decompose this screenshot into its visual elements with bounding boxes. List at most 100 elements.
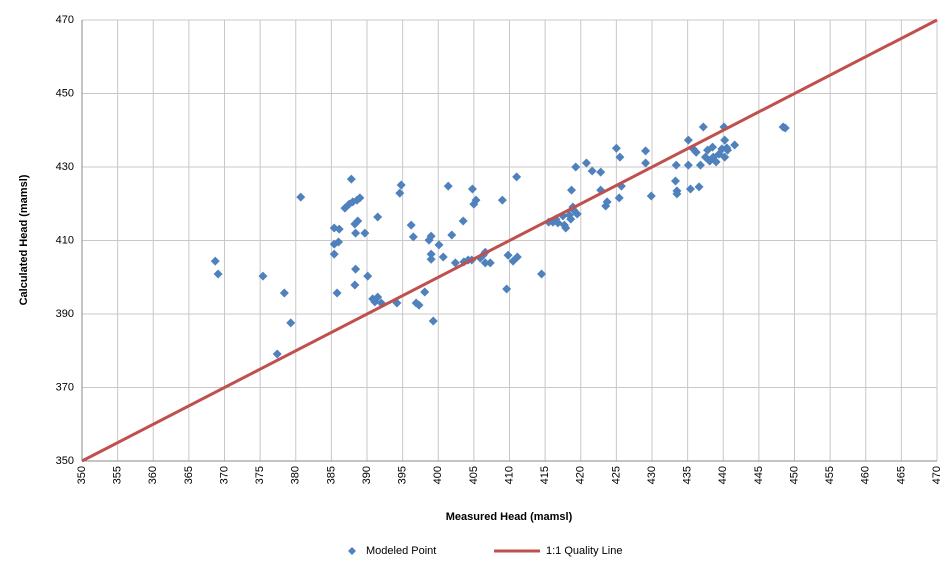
y-tick-label: 450 <box>56 87 74 99</box>
data-point <box>641 146 651 156</box>
data-point <box>566 214 576 224</box>
data-point <box>360 228 370 238</box>
x-tick-label: 400 <box>432 466 444 484</box>
x-tick-label: 455 <box>824 466 836 484</box>
data-point <box>426 254 436 264</box>
x-axis-title: Measured Head (mamsl) <box>446 511 573 523</box>
data-point <box>334 224 344 234</box>
x-tick-label: 440 <box>717 466 729 484</box>
x-tick-label: 470 <box>931 466 943 484</box>
y-axis-title: Calculated Head (mamsl) <box>18 174 30 305</box>
data-point <box>671 160 681 170</box>
x-tick-label: 410 <box>503 466 515 484</box>
data-point <box>694 182 704 192</box>
data-point <box>596 167 606 177</box>
x-tick-label: 380 <box>290 466 302 484</box>
y-tick-label: 470 <box>56 14 74 26</box>
y-tick-label: 410 <box>56 234 74 246</box>
data-point <box>210 256 220 266</box>
legend-marker <box>348 547 356 555</box>
data-point <box>346 174 356 184</box>
data-point <box>566 185 576 195</box>
x-tick-label: 365 <box>183 466 195 484</box>
data-point <box>723 145 733 155</box>
x-tick-label: 395 <box>397 466 409 484</box>
data-point <box>438 252 448 262</box>
data-point <box>406 220 416 230</box>
x-tick-label: 465 <box>895 466 907 484</box>
data-point <box>646 191 656 201</box>
x-tick-label: 350 <box>76 466 88 484</box>
data-point <box>695 160 705 170</box>
data-point <box>414 300 424 310</box>
y-tick-label: 430 <box>56 161 74 173</box>
data-point <box>683 135 693 145</box>
data-point <box>353 216 363 226</box>
data-point <box>581 158 591 168</box>
y-tick-label: 350 <box>56 455 74 467</box>
data-point <box>691 147 701 157</box>
x-tick-label: 425 <box>610 466 622 484</box>
data-point <box>213 269 223 279</box>
x-tick-label: 375 <box>254 466 266 484</box>
data-point <box>512 172 522 182</box>
data-point <box>497 195 507 205</box>
data-point <box>426 249 436 259</box>
data-point <box>611 143 621 153</box>
data-point <box>672 189 682 199</box>
data-point <box>572 209 582 219</box>
data-point <box>286 318 296 328</box>
data-point <box>363 271 373 281</box>
data-point <box>720 152 730 162</box>
data-point <box>615 152 625 162</box>
data-point <box>408 232 418 242</box>
data-point <box>420 287 430 297</box>
data-point <box>332 288 342 298</box>
data-point <box>428 316 438 326</box>
data-point <box>351 228 361 238</box>
y-tick-label: 370 <box>56 381 74 393</box>
data-point <box>272 349 282 359</box>
data-point <box>475 253 485 263</box>
data-point <box>373 212 383 222</box>
data-point <box>730 140 740 150</box>
data-point <box>458 216 468 226</box>
data-point <box>258 271 268 281</box>
data-point <box>512 252 522 262</box>
data-point <box>698 122 708 132</box>
x-tick-label: 415 <box>539 466 551 484</box>
data-point <box>614 193 624 203</box>
x-tick-label: 445 <box>753 466 765 484</box>
data-point <box>350 280 360 290</box>
data-point <box>641 158 651 168</box>
x-tick-label: 405 <box>468 466 480 484</box>
data-point <box>711 157 721 167</box>
data-point <box>279 288 289 298</box>
data-point <box>780 123 790 133</box>
data-point <box>480 258 490 268</box>
data-point <box>485 258 495 268</box>
data-point <box>395 188 405 198</box>
data-point <box>447 230 457 240</box>
x-tick-label: 460 <box>860 466 872 484</box>
data-point <box>683 160 693 170</box>
data-point <box>502 284 512 294</box>
x-tick-label: 385 <box>325 466 337 484</box>
x-tick-label: 390 <box>361 466 373 484</box>
x-tick-label: 435 <box>682 466 694 484</box>
x-tick-label: 430 <box>646 466 658 484</box>
data-point <box>719 122 729 132</box>
data-point <box>467 184 477 194</box>
x-tick-label: 360 <box>147 466 159 484</box>
data-point <box>426 231 436 241</box>
data-point <box>587 166 597 176</box>
y-tick-label: 390 <box>56 308 74 320</box>
x-tick-label: 450 <box>788 466 800 484</box>
data-point <box>685 184 695 194</box>
data-point <box>355 193 365 203</box>
x-tick-label: 370 <box>218 466 230 484</box>
x-tick-label: 355 <box>112 466 124 484</box>
data-point <box>296 192 306 202</box>
data-point <box>373 292 383 302</box>
